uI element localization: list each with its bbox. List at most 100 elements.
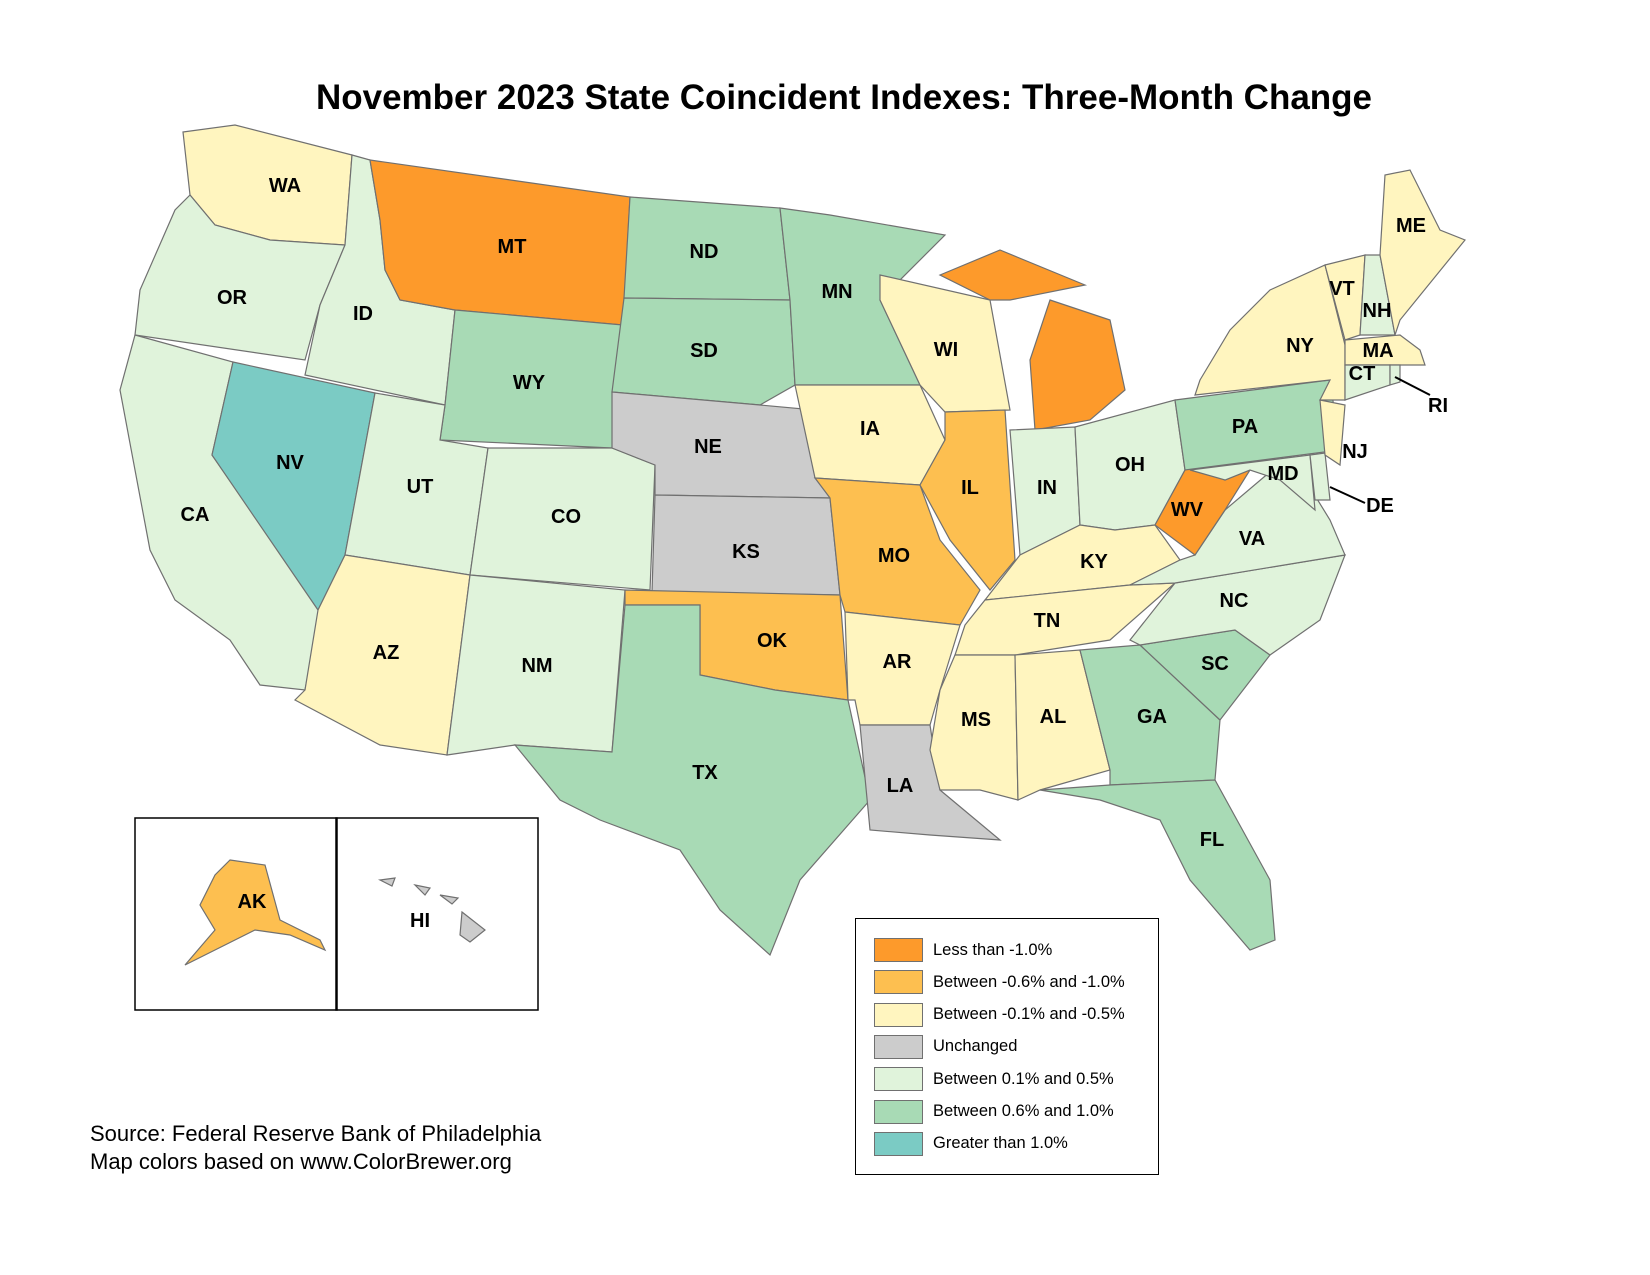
alaska-inset-frame: [134, 817, 338, 1011]
state-label-ia: IA: [860, 418, 880, 440]
state-label-nv: NV: [276, 452, 304, 474]
state-label-md: MD: [1267, 463, 1298, 485]
state-label-ak: AK: [238, 891, 267, 913]
state-hi: [377, 877, 486, 943]
state-shape: [1309, 452, 1331, 501]
leader-line: [1394, 376, 1431, 396]
state-me: [1379, 169, 1466, 338]
legend-swatch: [874, 1099, 923, 1124]
legend-item: Greater than 1.0%: [874, 1131, 1068, 1156]
state-label-ok: OK: [757, 630, 788, 652]
colorbrewer-line: Map colors based on www.ColorBrewer.org: [90, 1149, 512, 1174]
state-label-wi: WI: [934, 339, 958, 361]
state-label-tx: TX: [692, 762, 718, 784]
source-note: Source: Federal Reserve Bank of Philadel…: [90, 1120, 541, 1176]
state-wy: [439, 309, 624, 449]
state-shape: [439, 309, 624, 449]
state-label-tn: TN: [1034, 610, 1061, 632]
state-label-hi: HI: [410, 910, 430, 932]
state-label-nc: NC: [1220, 590, 1249, 612]
state-shape: [134, 194, 346, 361]
legend-swatch: [874, 1034, 923, 1059]
state-fl: [1039, 779, 1276, 951]
state-label-in: IN: [1037, 477, 1057, 499]
legend-item: Unchanged: [874, 1034, 1018, 1059]
map-title: November 2023 State Coincident Indexes: …: [315, 78, 1373, 117]
legend-label: Greater than 1.0%: [933, 1134, 1068, 1153]
state-tx: [513, 604, 871, 957]
state-label-la: LA: [887, 775, 914, 797]
legend-label: Between 0.1% and 0.5%: [933, 1069, 1114, 1088]
legend-swatch: [874, 1131, 923, 1156]
state-label-ky: KY: [1080, 551, 1108, 573]
state-al: [1014, 649, 1111, 801]
state-shape: [1319, 399, 1346, 467]
state-shape: [439, 894, 460, 905]
state-shape: [1014, 649, 1111, 801]
state-label-ri: RI: [1428, 395, 1448, 417]
legend-item: Less than -1.0%: [874, 938, 1052, 962]
hawaii-inset-frame: [335, 817, 539, 1011]
state-shape: [938, 249, 1088, 301]
state-label-wy: WY: [513, 372, 546, 394]
state-shape: [1379, 169, 1466, 338]
state-label-wa: WA: [269, 175, 301, 197]
state-label-sd: SD: [690, 340, 718, 362]
state-shape: [377, 877, 396, 887]
state-shape: [1029, 299, 1126, 431]
state-label-ga: GA: [1137, 706, 1167, 728]
state-label-al: AL: [1040, 706, 1067, 728]
state-ri: [1389, 364, 1401, 386]
legend-item: Between 0.1% and 0.5%: [874, 1067, 1114, 1092]
state-label-id: ID: [353, 303, 373, 325]
state-label-ms: MS: [961, 709, 991, 731]
source-line: Source: Federal Reserve Bank of Philadel…: [90, 1121, 542, 1146]
state-label-ca: CA: [181, 504, 210, 526]
state-la: [859, 724, 1002, 841]
state-shape: [611, 297, 796, 406]
legend-swatch: [874, 970, 923, 995]
legend-label: Between 0.6% and 1.0%: [933, 1102, 1114, 1120]
state-label-co: CO: [551, 506, 581, 528]
state-label-oh: OH: [1115, 454, 1145, 476]
state-ak: [184, 859, 327, 966]
state-label-az: AZ: [373, 642, 400, 664]
state-label-vt: VT: [1329, 278, 1355, 300]
state-label-nd: ND: [690, 241, 719, 263]
state-label-mo: MO: [878, 545, 910, 567]
state-label-mn: MN: [821, 281, 852, 303]
state-label-nj: NJ: [1342, 441, 1368, 463]
state-shape: [919, 409, 1016, 591]
state-shape: [1344, 334, 1426, 366]
state-label-wv: WV: [1171, 499, 1204, 521]
legend-item: Between -0.6% and -1.0%: [874, 970, 1125, 995]
legend-label: Between -0.6% and -1.0%: [933, 972, 1125, 991]
state-shape: [513, 604, 871, 957]
legend-label: Unchanged: [933, 1037, 1018, 1056]
state-label-mt: MT: [498, 236, 527, 258]
state-label-ne: NE: [694, 436, 722, 458]
state-label-ny: NY: [1286, 335, 1314, 357]
state-label-sc: SC: [1201, 653, 1229, 675]
state-label-me: ME: [1396, 215, 1426, 237]
state-label-ar: AR: [883, 651, 912, 673]
state-label-pa: PA: [1232, 416, 1258, 438]
state-shape: [413, 884, 432, 896]
legend-label: Less than -1.0%: [933, 940, 1053, 959]
state-shape: [1389, 364, 1401, 386]
state-label-or: OR: [217, 287, 248, 309]
legend-swatch: [874, 1067, 923, 1092]
legend: Less than -1.0% Between -0.6% and -1.0% Be…: [855, 918, 1159, 1175]
state-shape: [459, 910, 486, 943]
state-ma: [1344, 334, 1426, 366]
state-label-nm: NM: [521, 655, 552, 677]
state-label-ma: MA: [1362, 340, 1393, 362]
state-shape: [469, 447, 656, 591]
state-sd: [611, 297, 796, 406]
state-de: [1309, 452, 1331, 501]
state-il: [919, 409, 1016, 591]
state-or: [134, 194, 346, 361]
state-mi: [938, 249, 1126, 431]
